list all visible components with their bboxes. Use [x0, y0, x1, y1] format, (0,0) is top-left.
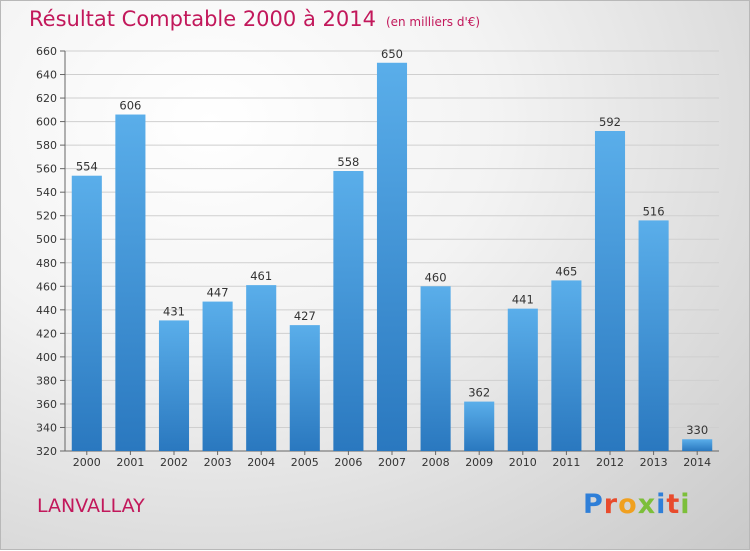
- y-tick-label: 560: [36, 163, 57, 176]
- y-tick-label: 600: [36, 116, 57, 129]
- x-tick-label: 2006: [334, 456, 362, 469]
- y-tick-label: 320: [36, 445, 57, 458]
- data-label: 447: [207, 286, 229, 300]
- y-tick-label: 480: [36, 257, 57, 270]
- data-label: 330: [686, 423, 708, 437]
- x-tick-label: 2001: [116, 456, 144, 469]
- brand-letter: i: [656, 489, 667, 520]
- x-tick-label: 2014: [683, 456, 711, 469]
- x-tick-label: 2003: [204, 456, 232, 469]
- brand-letter: o: [618, 489, 638, 520]
- y-tick-label: 620: [36, 92, 57, 105]
- y-tick-label: 500: [36, 233, 57, 246]
- bar-2009: [464, 401, 495, 451]
- brand-letter: x: [637, 489, 657, 520]
- x-tick-label: 2012: [596, 456, 624, 469]
- data-label: 592: [599, 115, 621, 129]
- data-labels: 554 606 431 447 461 427 558 650 460 362 441 465 592 5…: [76, 47, 708, 437]
- x-tick-label: 2002: [160, 456, 188, 469]
- x-tick-label: 2011: [552, 456, 580, 469]
- bar-2007: [376, 62, 408, 451]
- city-name: LANVALLAY: [37, 495, 145, 517]
- bar-2011: [551, 280, 582, 451]
- data-label: 650: [381, 47, 403, 61]
- y-tick-label: 340: [36, 421, 57, 434]
- y-tick-label: 400: [36, 351, 57, 364]
- y-tick-label: 420: [36, 327, 57, 340]
- chart-title: Résultat Comptable 2000 à 2014 (en millie…: [29, 7, 480, 31]
- bar-2014: [682, 439, 713, 451]
- y-tick-label: 580: [36, 139, 57, 152]
- brand-letter: i: [680, 489, 691, 520]
- bar-2003: [202, 301, 233, 451]
- data-label: 606: [119, 99, 141, 113]
- bar-2001: [115, 114, 146, 451]
- x-tick-label: 2008: [422, 456, 450, 469]
- y-tick-label: 440: [36, 304, 57, 317]
- x-tick-label: 2010: [509, 456, 537, 469]
- data-label: 558: [337, 155, 359, 169]
- chart-subtitle: (en milliers d'€): [385, 15, 481, 29]
- data-label: 554: [76, 160, 98, 174]
- bar-2013: [638, 220, 669, 451]
- x-tick-label: 2013: [640, 456, 668, 469]
- y-tick-label: 640: [36, 69, 57, 82]
- bar-2002: [158, 320, 190, 451]
- data-label: 516: [643, 204, 665, 218]
- bar-2008: [420, 286, 451, 451]
- bar-2012: [594, 131, 626, 451]
- brand-letter: r: [603, 489, 619, 520]
- y-tick-label: 380: [36, 374, 57, 387]
- chart-title-text: Résultat Comptable 2000 à 2014: [29, 7, 376, 31]
- bar-2010: [507, 308, 538, 451]
- y-tick-label: 520: [36, 210, 57, 223]
- x-tick-label: 2004: [247, 456, 275, 469]
- bar-2006: [333, 171, 364, 451]
- data-label: 465: [555, 264, 577, 278]
- y-tick-label: 360: [36, 398, 57, 411]
- y-tick-label: 540: [36, 186, 57, 199]
- data-label: 427: [294, 309, 316, 323]
- bar-2000: [71, 175, 102, 452]
- brand-logo: Proxiti: [583, 489, 691, 520]
- x-tick-label: 2009: [465, 456, 493, 469]
- x-tick-label: 2000: [73, 456, 101, 469]
- data-label: 460: [425, 270, 447, 284]
- brand-letter: t: [666, 489, 681, 520]
- data-label: 461: [250, 269, 272, 283]
- data-label: 362: [468, 386, 490, 400]
- brand-letter: P: [583, 489, 604, 520]
- bar-2005: [289, 325, 320, 451]
- data-label: 441: [512, 293, 534, 307]
- bar-2004: [246, 285, 277, 451]
- y-tick-label: 460: [36, 280, 57, 293]
- y-tick-label: 660: [36, 45, 57, 58]
- data-label: 431: [163, 304, 185, 318]
- x-tick-label: 2005: [291, 456, 319, 469]
- x-tick-label: 2007: [378, 456, 406, 469]
- bars: [71, 62, 713, 452]
